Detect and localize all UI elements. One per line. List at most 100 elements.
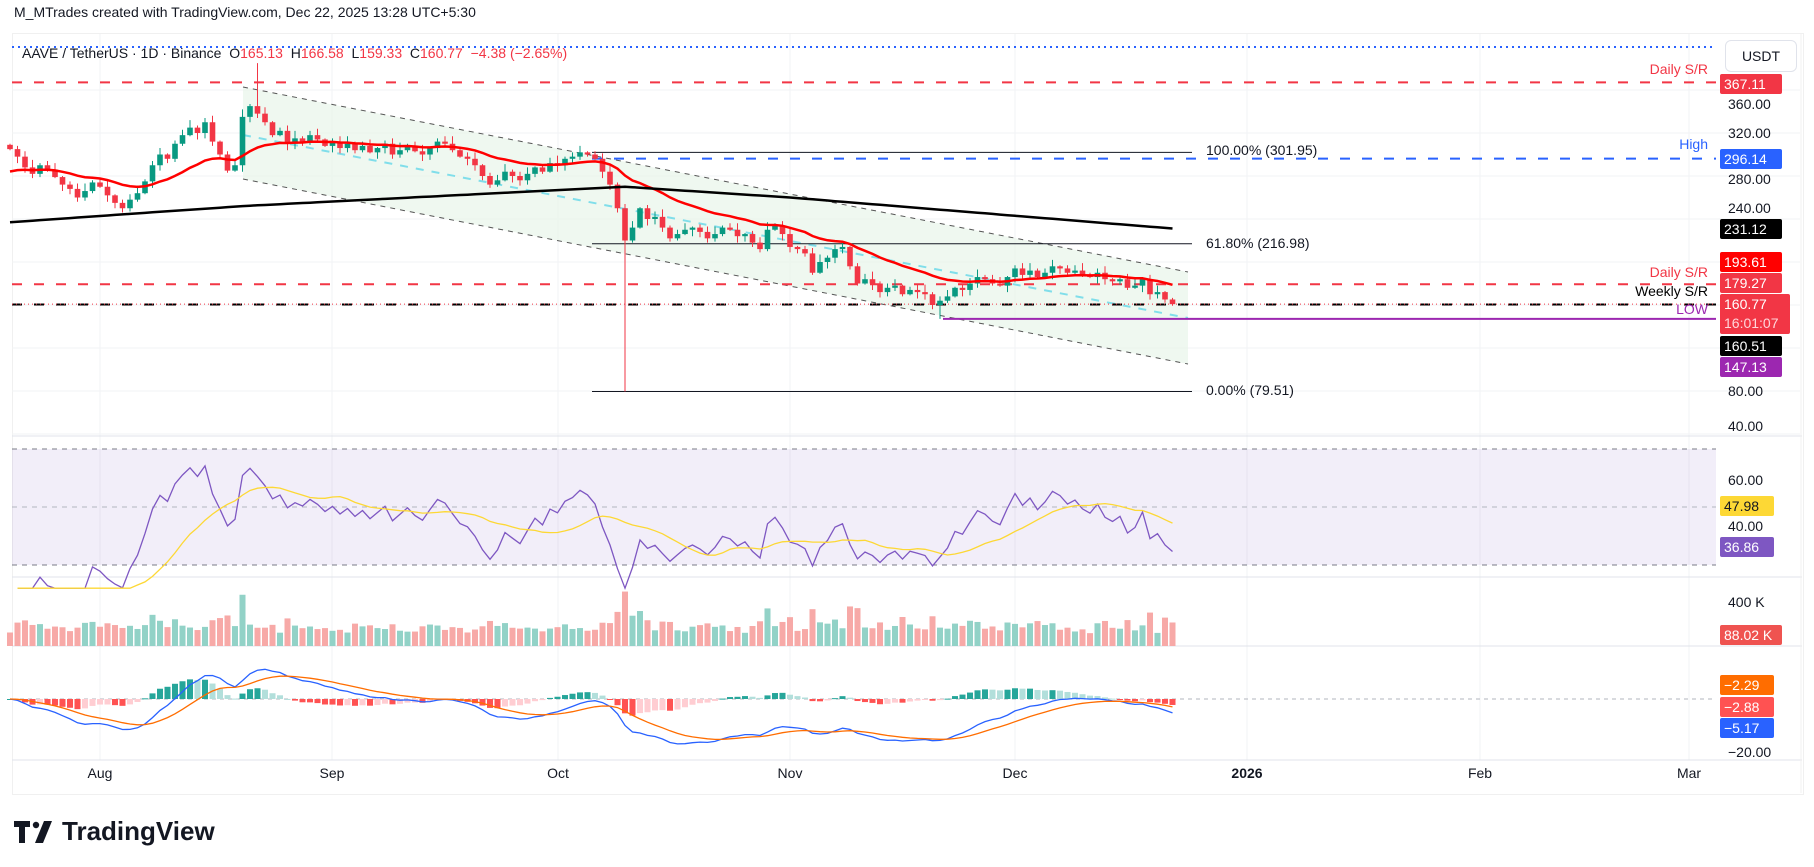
macd-histogram-bar bbox=[592, 692, 598, 699]
volume-bar bbox=[127, 625, 133, 646]
candle-body bbox=[712, 234, 718, 239]
macd-histogram-bar bbox=[374, 699, 381, 706]
candle-body bbox=[644, 208, 651, 219]
volume-bar bbox=[1117, 628, 1123, 646]
macd-histogram-bar bbox=[712, 699, 718, 702]
rsi-badge: 36.86 bbox=[1720, 537, 1774, 557]
candle-body bbox=[487, 176, 493, 185]
volume-bar bbox=[614, 611, 621, 646]
candle-body bbox=[1147, 279, 1153, 295]
volume-bar bbox=[937, 627, 943, 646]
candle-body bbox=[599, 158, 606, 172]
macd-histogram-bar bbox=[614, 699, 621, 706]
macd-histogram-bar bbox=[1034, 689, 1041, 699]
macd-histogram-bar bbox=[352, 699, 358, 706]
candle-body bbox=[464, 156, 471, 159]
candle-body bbox=[1049, 266, 1056, 273]
volume-bar bbox=[269, 624, 276, 646]
time-label: Mar bbox=[1676, 765, 1702, 781]
macd-histogram-bar bbox=[1102, 697, 1108, 699]
volume-bar bbox=[637, 611, 643, 646]
macd-histogram-bar bbox=[404, 699, 411, 703]
candle-body bbox=[689, 227, 696, 230]
candle-body bbox=[1109, 279, 1116, 282]
candle-body bbox=[824, 257, 831, 262]
volume-bar bbox=[262, 627, 268, 646]
currency-button[interactable]: USDT bbox=[1725, 40, 1797, 72]
candle-body bbox=[502, 171, 508, 181]
candle-body bbox=[1139, 279, 1146, 286]
macd-histogram-bar bbox=[854, 699, 861, 702]
macd-histogram-bar bbox=[832, 698, 838, 700]
volume-bar bbox=[742, 632, 748, 646]
volume-bar bbox=[397, 630, 403, 646]
volume-bar bbox=[382, 629, 388, 646]
price-tick: 80.00 bbox=[1728, 383, 1764, 399]
macd-histogram-bar bbox=[989, 689, 996, 699]
macd-histogram-bar bbox=[862, 699, 868, 703]
fib-label: 100.00% (301.95) bbox=[1206, 142, 1318, 158]
volume-bar bbox=[907, 624, 913, 646]
macd-histogram-bar bbox=[337, 699, 343, 706]
volume-bar bbox=[569, 628, 576, 646]
high-label: H bbox=[290, 45, 301, 61]
volume-bar bbox=[314, 629, 321, 646]
symbol-info[interactable]: AAVE / TetherUS · 1D · Binance bbox=[22, 45, 222, 61]
volume-bar bbox=[1042, 625, 1048, 646]
macd-histogram-bar bbox=[487, 699, 493, 708]
candle-body bbox=[854, 266, 861, 284]
volume-bar bbox=[577, 628, 583, 646]
macd-histogram-bar bbox=[502, 699, 508, 707]
open-label: O bbox=[229, 45, 241, 61]
candle-body bbox=[1012, 268, 1018, 278]
candle-body bbox=[997, 283, 1003, 286]
macd-histogram-bar bbox=[134, 699, 141, 703]
tradingview-logo[interactable]: TradingView bbox=[14, 816, 215, 847]
candle-body bbox=[539, 167, 546, 172]
candle-body bbox=[629, 227, 636, 241]
candle-body bbox=[22, 156, 28, 168]
candle-body bbox=[877, 283, 883, 293]
macd-histogram-bar bbox=[509, 699, 516, 706]
candle-body bbox=[157, 154, 163, 166]
volume-bar bbox=[982, 628, 988, 646]
volume-bar bbox=[97, 626, 103, 646]
macd-histogram-bar bbox=[142, 698, 148, 700]
macd-histogram-bar bbox=[389, 699, 396, 705]
candle-body bbox=[389, 143, 396, 155]
macd-histogram-bar bbox=[104, 699, 111, 705]
candle-body bbox=[1027, 270, 1033, 275]
volume-bar bbox=[29, 624, 36, 646]
candle-body bbox=[899, 285, 906, 295]
macd-histogram-bar bbox=[1019, 688, 1026, 699]
daily-sr-top-badge: 367.11 bbox=[1720, 74, 1782, 94]
volume-bar bbox=[539, 631, 546, 646]
candle-body bbox=[127, 199, 133, 209]
candle-body bbox=[532, 167, 538, 174]
candle-body bbox=[869, 279, 876, 284]
macd-histogram-bar bbox=[914, 699, 921, 701]
volume-bar bbox=[1124, 620, 1131, 646]
candle-body bbox=[1124, 279, 1131, 288]
volume-bar bbox=[712, 626, 718, 646]
volume-badge: 88.02 K bbox=[1720, 625, 1782, 645]
volume-bar bbox=[449, 627, 456, 646]
price-tick: 320.00 bbox=[1728, 125, 1771, 141]
macd-histogram-bar bbox=[119, 699, 126, 706]
volume-bar bbox=[464, 632, 471, 646]
volume-bar bbox=[412, 631, 418, 646]
macd-histogram-bar bbox=[157, 688, 163, 699]
volume-bar bbox=[52, 626, 58, 646]
macd-histogram-bar bbox=[67, 699, 73, 708]
candle-body bbox=[757, 242, 763, 250]
volume-bar bbox=[22, 620, 28, 646]
candle-body bbox=[269, 122, 276, 136]
symbol-legend[interactable]: AAVE / TetherUS · 1D · Binance O165.13 H… bbox=[22, 45, 567, 61]
candle-body bbox=[367, 145, 373, 153]
volume-bar bbox=[652, 630, 658, 646]
candle-body bbox=[329, 141, 336, 146]
candle-body bbox=[7, 144, 13, 150]
volume-bar bbox=[659, 621, 666, 646]
volume-bar bbox=[1109, 627, 1116, 646]
